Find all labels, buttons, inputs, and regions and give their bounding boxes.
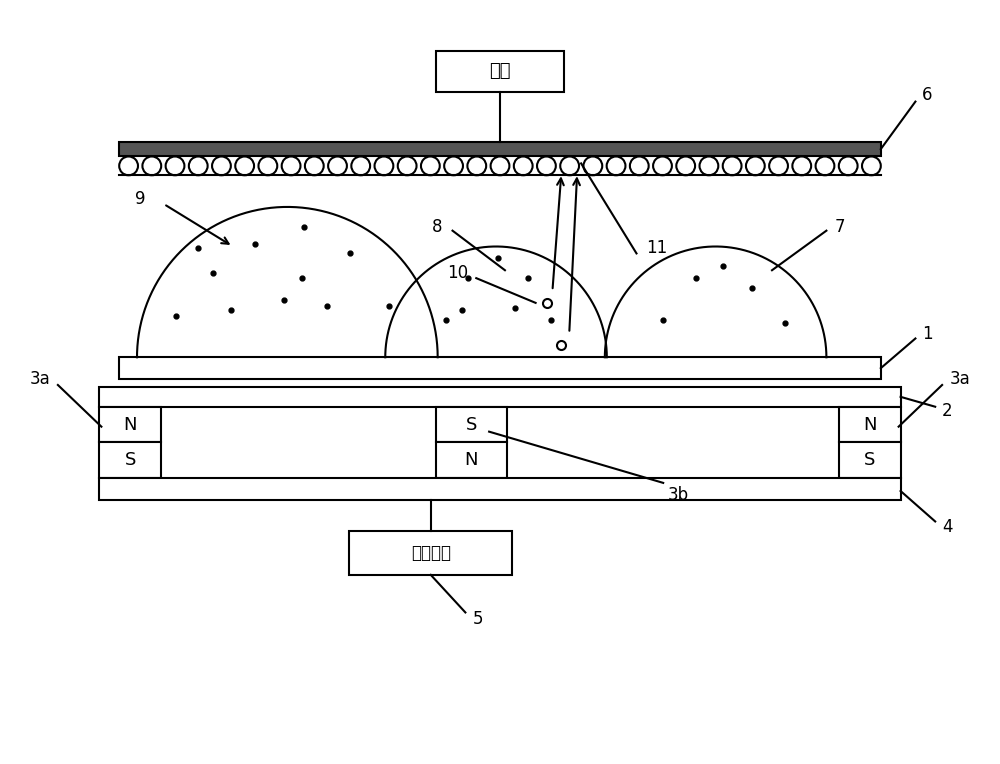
Bar: [349, 531, 512, 575]
Bar: [99, 442, 161, 478]
Text: 4: 4: [942, 519, 953, 536]
Text: 7: 7: [834, 218, 845, 236]
Bar: [119, 358, 881, 379]
Text: 3a: 3a: [950, 370, 971, 388]
Circle shape: [398, 157, 417, 175]
Bar: [99, 406, 161, 442]
Circle shape: [700, 157, 718, 175]
Text: S: S: [466, 416, 477, 433]
Circle shape: [119, 157, 138, 175]
Circle shape: [421, 157, 440, 175]
Circle shape: [560, 157, 579, 175]
Circle shape: [142, 157, 161, 175]
Text: N: N: [863, 416, 877, 433]
Circle shape: [537, 157, 556, 175]
Text: 接地: 接地: [489, 63, 511, 80]
Text: 11: 11: [646, 239, 668, 257]
Text: 3a: 3a: [29, 370, 50, 388]
Circle shape: [258, 157, 277, 175]
Text: S: S: [124, 451, 136, 469]
Bar: [436, 442, 507, 478]
Bar: [119, 141, 881, 157]
Text: 9: 9: [135, 190, 146, 208]
Text: 8: 8: [432, 218, 443, 236]
Circle shape: [375, 157, 393, 175]
Bar: [436, 406, 507, 442]
Circle shape: [305, 157, 324, 175]
Circle shape: [166, 157, 184, 175]
Circle shape: [328, 157, 347, 175]
Text: N: N: [123, 416, 137, 433]
Text: S: S: [864, 451, 876, 469]
Circle shape: [746, 157, 765, 175]
Circle shape: [769, 157, 788, 175]
Circle shape: [235, 157, 254, 175]
Circle shape: [212, 157, 231, 175]
Text: 溬射电源: 溬射电源: [411, 544, 451, 562]
Bar: [436, 50, 564, 92]
Circle shape: [816, 157, 834, 175]
Circle shape: [653, 157, 672, 175]
Bar: [839, 406, 901, 442]
Text: 2: 2: [942, 402, 953, 419]
Text: 6: 6: [922, 86, 933, 104]
Circle shape: [607, 157, 625, 175]
Circle shape: [583, 157, 602, 175]
Circle shape: [630, 157, 649, 175]
Circle shape: [514, 157, 533, 175]
Circle shape: [351, 157, 370, 175]
Circle shape: [723, 157, 742, 175]
Circle shape: [792, 157, 811, 175]
Bar: [99, 478, 901, 500]
Text: N: N: [465, 451, 478, 469]
Circle shape: [282, 157, 300, 175]
Circle shape: [862, 157, 881, 175]
Text: 10: 10: [447, 264, 468, 282]
Bar: [839, 442, 901, 478]
Text: 5: 5: [472, 610, 483, 628]
Circle shape: [189, 157, 208, 175]
Bar: [99, 387, 901, 406]
Circle shape: [444, 157, 463, 175]
Circle shape: [467, 157, 486, 175]
Circle shape: [839, 157, 858, 175]
Text: 1: 1: [922, 325, 933, 342]
Circle shape: [676, 157, 695, 175]
Circle shape: [491, 157, 509, 175]
Text: 3b: 3b: [668, 486, 689, 503]
